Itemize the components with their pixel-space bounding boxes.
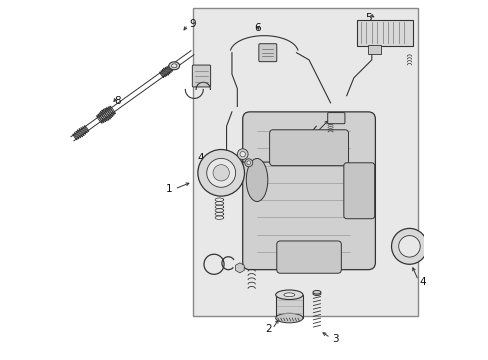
Circle shape	[244, 159, 252, 167]
Circle shape	[240, 152, 245, 157]
FancyBboxPatch shape	[258, 44, 276, 62]
Ellipse shape	[275, 290, 303, 300]
Bar	[367, 45, 380, 54]
Circle shape	[198, 149, 244, 196]
Ellipse shape	[246, 158, 267, 202]
FancyBboxPatch shape	[357, 20, 412, 45]
Text: 4: 4	[419, 277, 425, 287]
Polygon shape	[192, 8, 418, 316]
Circle shape	[213, 165, 229, 181]
FancyBboxPatch shape	[327, 113, 344, 124]
Ellipse shape	[284, 293, 294, 297]
Text: 7: 7	[314, 131, 321, 141]
Text: 4: 4	[197, 153, 203, 163]
Bar	[275, 295, 303, 318]
Ellipse shape	[171, 64, 177, 68]
Text: 9: 9	[188, 19, 195, 29]
Ellipse shape	[275, 313, 303, 323]
Text: 8: 8	[114, 96, 120, 106]
Text: 6: 6	[254, 23, 261, 33]
Ellipse shape	[312, 292, 320, 296]
Ellipse shape	[312, 291, 320, 294]
Text: 3: 3	[332, 333, 338, 343]
FancyBboxPatch shape	[343, 163, 374, 219]
Circle shape	[246, 161, 250, 165]
Text: 5: 5	[364, 13, 371, 23]
Circle shape	[206, 158, 235, 187]
FancyBboxPatch shape	[192, 65, 210, 87]
Ellipse shape	[168, 62, 179, 70]
Circle shape	[398, 235, 419, 257]
Text: 1: 1	[166, 184, 172, 194]
FancyBboxPatch shape	[242, 112, 375, 270]
Circle shape	[237, 149, 247, 159]
Circle shape	[391, 228, 427, 264]
Text: 2: 2	[264, 324, 271, 334]
FancyBboxPatch shape	[276, 241, 341, 273]
FancyBboxPatch shape	[269, 130, 348, 166]
